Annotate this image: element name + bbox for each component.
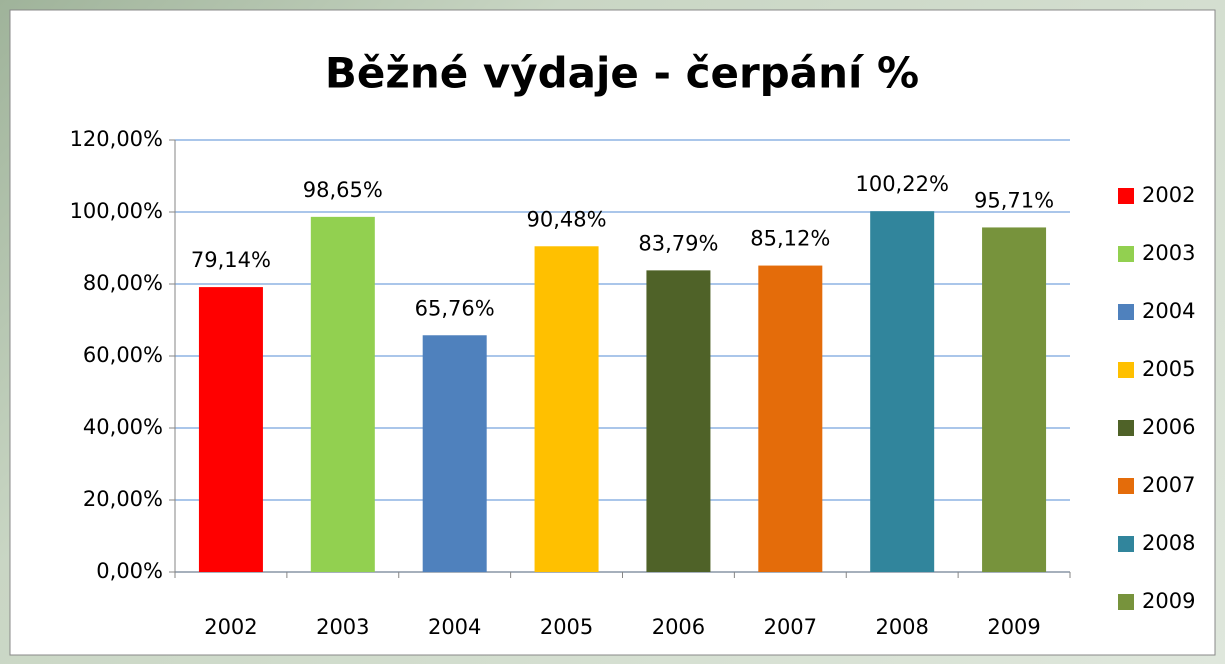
legend-swatch — [1118, 536, 1134, 552]
legend-swatch — [1118, 594, 1134, 610]
bar — [870, 211, 935, 572]
x-tick-label: 2005 — [540, 615, 593, 639]
bar — [422, 335, 487, 572]
y-tick-label: 20,00% — [83, 487, 163, 511]
data-label: 95,71% — [974, 188, 1054, 212]
legend-label: 2003 — [1142, 241, 1195, 265]
y-tick-label: 100,00% — [70, 199, 163, 223]
data-label: 83,79% — [638, 231, 718, 255]
y-tick-label: 40,00% — [83, 415, 163, 439]
bar — [982, 227, 1047, 572]
bar — [646, 270, 711, 572]
legend-swatch — [1118, 478, 1134, 494]
x-tick-label: 2003 — [316, 615, 369, 639]
x-tick-label: 2008 — [875, 615, 928, 639]
data-label: 79,14% — [191, 248, 271, 272]
y-tick-label: 120,00% — [70, 127, 163, 151]
data-label: 90,48% — [527, 207, 607, 231]
legend-label: 2007 — [1142, 473, 1195, 497]
bar — [758, 265, 823, 572]
x-tick-label: 2006 — [652, 615, 705, 639]
legend-swatch — [1118, 420, 1134, 436]
y-tick-label: 0,00% — [96, 559, 163, 583]
x-tick-label: 2002 — [204, 615, 257, 639]
legend-swatch — [1118, 304, 1134, 320]
legend-label: 2008 — [1142, 531, 1195, 555]
x-tick-label: 2007 — [764, 615, 817, 639]
legend-label: 2009 — [1142, 589, 1195, 613]
data-label: 65,76% — [415, 296, 495, 320]
data-label: 100,22% — [855, 172, 948, 196]
bar — [310, 216, 375, 573]
x-tick-label: 2004 — [428, 615, 481, 639]
legend-label: 2004 — [1142, 299, 1195, 323]
bar — [534, 246, 599, 572]
legend-swatch — [1118, 188, 1134, 204]
legend-label: 2005 — [1142, 357, 1195, 381]
x-tick-label: 2009 — [987, 615, 1040, 639]
chart-title: Běžné výdaje - čerpání % — [325, 49, 919, 98]
bar — [198, 287, 263, 572]
legend-swatch — [1118, 362, 1134, 378]
legend-swatch — [1118, 246, 1134, 262]
y-tick-label: 80,00% — [83, 271, 163, 295]
legend-label: 2002 — [1142, 183, 1195, 207]
data-label: 98,65% — [303, 178, 383, 202]
data-label: 85,12% — [750, 227, 830, 251]
y-tick-label: 60,00% — [83, 343, 163, 367]
legend-label: 2006 — [1142, 415, 1195, 439]
